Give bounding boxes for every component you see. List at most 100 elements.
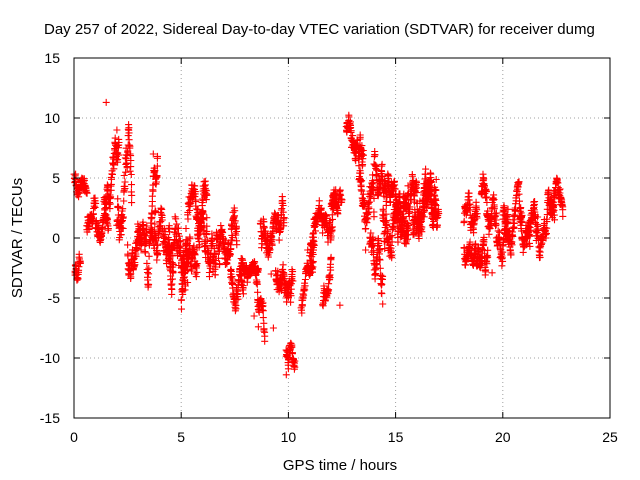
- data-point-marker: [373, 261, 381, 269]
- x-tick-label: 10: [281, 429, 297, 445]
- data-point-marker: [194, 234, 202, 242]
- data-point-marker: [122, 168, 130, 176]
- data-point-marker: [399, 227, 406, 235]
- data-point-marker: [196, 241, 204, 249]
- data-point-marker: [191, 251, 199, 259]
- x-tick-label: 25: [602, 429, 618, 445]
- data-point-marker: [279, 202, 287, 209]
- data-point-marker: [114, 158, 122, 166]
- data-point-marker: [203, 236, 211, 244]
- data-point-marker: [184, 215, 192, 223]
- data-point-marker: [177, 242, 185, 250]
- data-point-marker: [182, 268, 189, 276]
- x-tick-label: 5: [177, 429, 185, 445]
- data-point-marker: [141, 249, 149, 257]
- data-point-marker: [549, 208, 557, 216]
- data-point-marker: [181, 270, 189, 278]
- data-point-marker: [262, 227, 269, 235]
- data-point-marker: [323, 212, 331, 220]
- data-point-marker: [304, 246, 312, 254]
- data-point-marker: [370, 194, 378, 202]
- data-point-marker: [312, 227, 319, 235]
- data-point-marker: [192, 273, 200, 281]
- data-point-marker: [382, 201, 390, 209]
- data-point-marker: [175, 232, 183, 240]
- data-point-marker: [420, 213, 428, 221]
- data-point-marker: [370, 213, 378, 221]
- data-point-marker: [188, 265, 196, 273]
- data-point-marker: [434, 213, 442, 221]
- data-point-marker: [473, 210, 481, 218]
- data-point-marker: [526, 242, 534, 250]
- data-point-marker: [179, 252, 187, 259]
- data-point-marker: [229, 208, 237, 216]
- data-point-marker: [508, 241, 516, 249]
- data-point-marker: [402, 237, 410, 245]
- data-points: [70, 98, 567, 379]
- data-point-marker: [177, 296, 185, 304]
- data-point-marker: [253, 280, 261, 288]
- data-point-marker: [203, 214, 211, 222]
- data-point-marker: [402, 222, 410, 230]
- data-point-marker: [192, 202, 200, 210]
- data-point-marker: [432, 186, 440, 194]
- data-point-marker: [115, 139, 123, 146]
- data-point-marker: [317, 204, 325, 212]
- data-point-marker: [153, 162, 161, 170]
- data-point-marker: [149, 150, 157, 158]
- data-point-marker: [510, 219, 518, 227]
- data-point-marker: [219, 229, 227, 237]
- data-point-marker: [325, 286, 333, 294]
- data-point-marker: [289, 268, 297, 276]
- data-point-marker: [267, 270, 275, 278]
- data-point-marker: [309, 258, 317, 266]
- data-point-marker: [502, 219, 510, 227]
- data-point-marker: [284, 365, 292, 373]
- data-point-marker: [490, 205, 498, 213]
- x-tick-label: 15: [388, 429, 404, 445]
- data-point-marker: [224, 256, 232, 264]
- x-axis-label: GPS time / hours: [283, 457, 397, 474]
- data-point-marker: [473, 206, 481, 214]
- data-point-marker: [260, 218, 268, 226]
- data-point-marker: [109, 171, 116, 178]
- data-point-marker: [127, 157, 135, 164]
- data-point-marker: [404, 235, 412, 243]
- data-point-marker: [472, 240, 480, 248]
- data-point-marker: [515, 190, 523, 198]
- data-point-marker: [358, 142, 366, 150]
- data-point-marker: [77, 259, 84, 267]
- data-point-marker: [198, 202, 206, 210]
- data-point-marker: [388, 252, 396, 260]
- data-point-marker: [205, 258, 213, 266]
- data-point-marker: [549, 201, 557, 209]
- data-point-marker: [233, 241, 241, 249]
- data-point-marker: [230, 213, 238, 221]
- data-point-marker: [499, 257, 507, 265]
- data-point-marker: [427, 178, 435, 185]
- data-point-marker: [169, 268, 177, 276]
- data-point-marker: [121, 185, 129, 192]
- data-point-marker: [534, 213, 542, 221]
- data-point-marker: [275, 236, 283, 244]
- data-point-marker: [175, 224, 182, 232]
- data-point-marker: [126, 167, 134, 175]
- data-point-marker: [234, 287, 242, 295]
- y-tick-label: 15: [44, 50, 60, 66]
- data-point-marker: [388, 232, 396, 240]
- data-point-marker: [465, 189, 473, 197]
- data-point-marker: [308, 253, 316, 261]
- data-point-marker: [423, 200, 431, 208]
- y-tick-label: -15: [40, 410, 60, 426]
- data-point-marker: [181, 282, 189, 290]
- data-point-marker: [559, 212, 567, 220]
- data-point-marker: [379, 272, 387, 280]
- data-point-marker: [363, 219, 371, 227]
- data-point-marker: [427, 170, 435, 178]
- data-point-marker: [460, 217, 468, 225]
- data-point-marker: [145, 280, 153, 288]
- data-point-marker: [551, 216, 558, 224]
- data-point-marker: [83, 189, 91, 197]
- data-point-marker: [543, 224, 551, 232]
